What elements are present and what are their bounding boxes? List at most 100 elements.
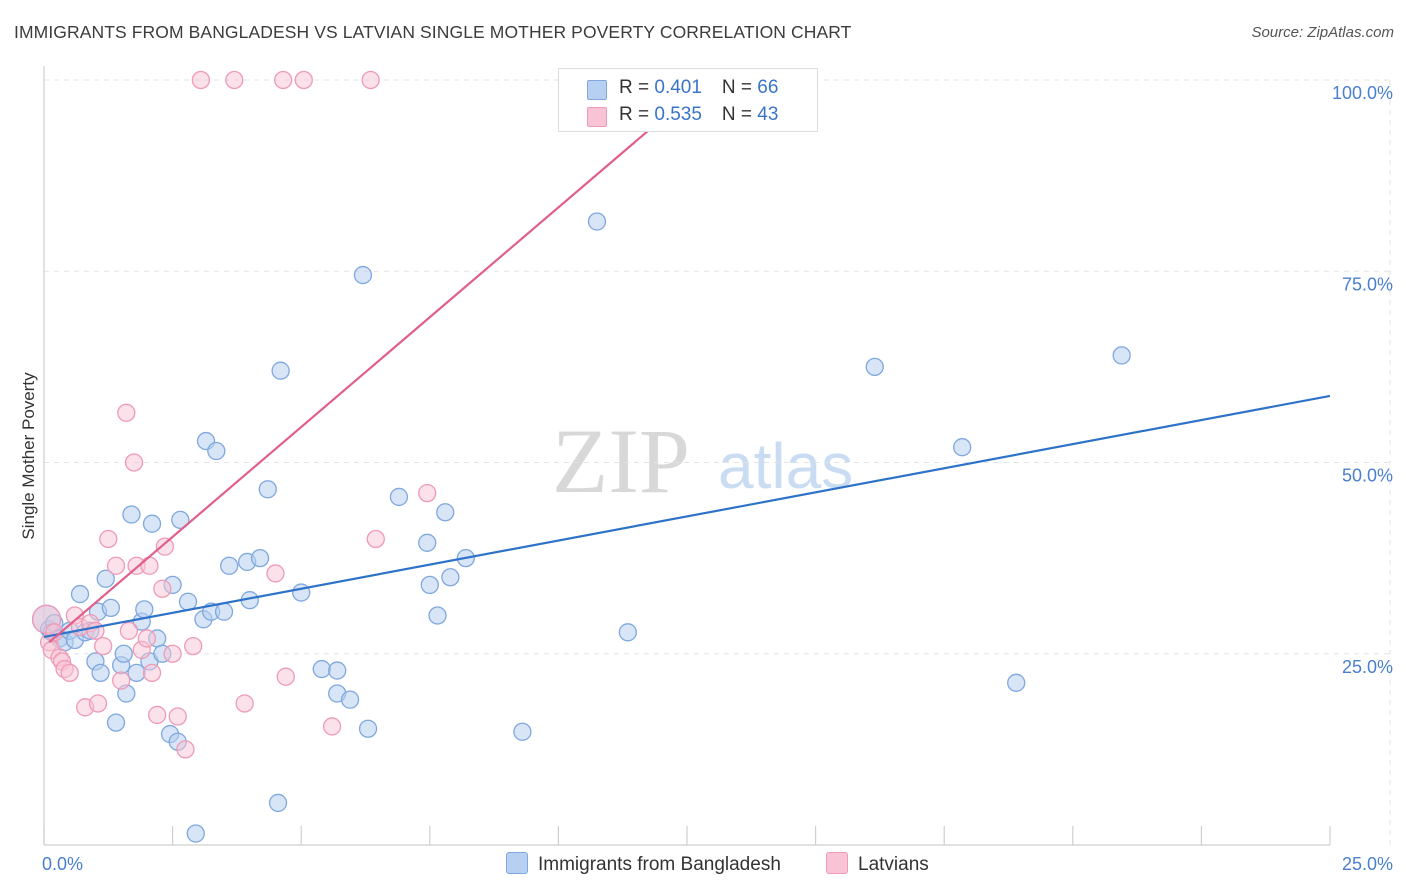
y-tick-label: 75.0% <box>1342 274 1393 294</box>
bangladesh-point <box>328 661 347 680</box>
latvian-point <box>155 537 175 556</box>
bangladesh-point <box>312 659 331 679</box>
source-credit: Source: ZipAtlas.com <box>1251 24 1394 41</box>
bangladesh-point <box>142 514 162 533</box>
y-axis-title: Single Mother Poverty <box>19 372 38 540</box>
legend-swatch-blue <box>587 80 607 100</box>
correlation-legend: R = 0.401 N = 66 R = 0.535 N = 43 <box>558 68 818 132</box>
bangladesh-point <box>101 598 121 617</box>
latvian-point <box>361 70 380 90</box>
bangladesh-point <box>618 623 637 642</box>
latvian-point <box>274 70 293 90</box>
x-tick-label: 0.0% <box>42 854 83 874</box>
bangladesh-point <box>420 575 439 595</box>
latvian-point <box>60 663 79 683</box>
legend-r-label: R = <box>619 77 655 98</box>
latvian-point <box>235 694 254 713</box>
bottom-legend-latvians[interactable]: Latvians <box>826 852 929 876</box>
bangladesh-trend-line <box>43 394 1331 639</box>
bangladesh-point <box>114 644 133 663</box>
latvian-point <box>142 663 162 683</box>
latvian-point <box>163 644 182 663</box>
latvian-point <box>106 556 126 575</box>
bangladesh-point <box>268 793 288 813</box>
chart-title: IMMIGRANTS FROM BANGLADESH VS LATVIAN SI… <box>14 22 852 42</box>
y-tick-label: 50.0% <box>1342 466 1393 486</box>
bangladesh-point <box>441 568 460 587</box>
legend-n-label: N = <box>721 104 758 125</box>
latvian-trend-line <box>48 79 709 644</box>
grid <box>44 79 1391 845</box>
bangladesh-point <box>250 548 270 568</box>
bangladesh-point <box>178 592 198 611</box>
latvian-point <box>94 636 113 656</box>
latvian-point <box>418 483 437 503</box>
latvian-point <box>184 636 203 656</box>
legend-r-value: 0.535 <box>654 104 702 125</box>
latvian-point <box>86 621 105 640</box>
latvian-point <box>294 70 313 90</box>
latvian-point <box>117 403 136 422</box>
latvian-point <box>322 717 342 736</box>
legend-text-blue: R = 0.401 N = 66 <box>619 77 778 99</box>
latvian-point <box>112 671 131 690</box>
watermark-zip: ZIP <box>552 410 690 512</box>
bottom-legend-label: Latvians <box>858 854 929 875</box>
bangladesh-point <box>214 602 234 621</box>
watermark-atlas: atlas <box>718 430 853 502</box>
data-points <box>31 70 1131 843</box>
bottom-legend-swatch-pink <box>826 852 848 874</box>
bottom-legend-bangladesh[interactable]: Immigrants from Bangladesh <box>506 852 781 876</box>
bangladesh-point <box>220 556 239 575</box>
latvian-point <box>168 707 187 726</box>
bangladesh-point <box>953 438 972 457</box>
bangladesh-point <box>186 824 205 843</box>
legend-r-label: R = <box>619 104 655 125</box>
bottom-legend-label: Immigrants from Bangladesh <box>538 854 781 875</box>
bangladesh-point <box>865 357 884 377</box>
bangladesh-point <box>353 265 373 285</box>
latvian-point <box>153 579 172 598</box>
bangladesh-point <box>587 212 607 231</box>
bangladesh-point <box>389 487 409 507</box>
bangladesh-point <box>96 569 115 588</box>
latvian-point <box>140 556 159 575</box>
latvian-point <box>148 705 167 725</box>
trend-lines <box>43 79 1331 644</box>
tick-labels: 25.0% 50.0% 75.0% 100.0% 0.0% 25.0% <box>42 83 1393 874</box>
latvian-point <box>88 694 108 713</box>
bangladesh-point <box>135 600 154 619</box>
legend-swatch-pink <box>587 107 607 127</box>
latvian-point <box>176 740 195 759</box>
latvian-point <box>124 453 144 472</box>
bangladesh-point <box>418 533 437 552</box>
legend-r-value: 0.401 <box>654 77 702 98</box>
x-tick-label: 25.0% <box>1342 854 1393 874</box>
bangladesh-point <box>428 606 447 625</box>
bangladesh-point <box>358 719 378 738</box>
legend-n-label: N = <box>721 77 758 98</box>
axes <box>43 66 1331 846</box>
latvian-point <box>225 70 244 90</box>
watermark: ZIP atlas <box>552 410 853 512</box>
bangladesh-point <box>258 480 277 499</box>
latvian-point <box>276 667 295 686</box>
latvian-point <box>266 564 285 583</box>
bangladesh-point <box>340 690 360 709</box>
legend-n-value: 66 <box>757 77 779 98</box>
bangladesh-point <box>1112 346 1131 365</box>
legend-n-value: 43 <box>757 104 779 125</box>
bottom-legend-swatch-blue <box>506 852 528 874</box>
y-tick-label: 100.0% <box>1332 83 1393 103</box>
legend-text-pink: R = 0.535 N = 43 <box>619 104 778 126</box>
bangladesh-point <box>91 663 110 683</box>
bangladesh-point <box>171 510 190 530</box>
bangladesh-point <box>271 361 290 380</box>
bangladesh-point <box>106 713 126 732</box>
bangladesh-point <box>436 503 455 522</box>
latvian-point <box>366 529 385 549</box>
latvian-point <box>137 629 157 648</box>
bangladesh-point <box>122 505 141 524</box>
bangladesh-point <box>207 441 226 461</box>
